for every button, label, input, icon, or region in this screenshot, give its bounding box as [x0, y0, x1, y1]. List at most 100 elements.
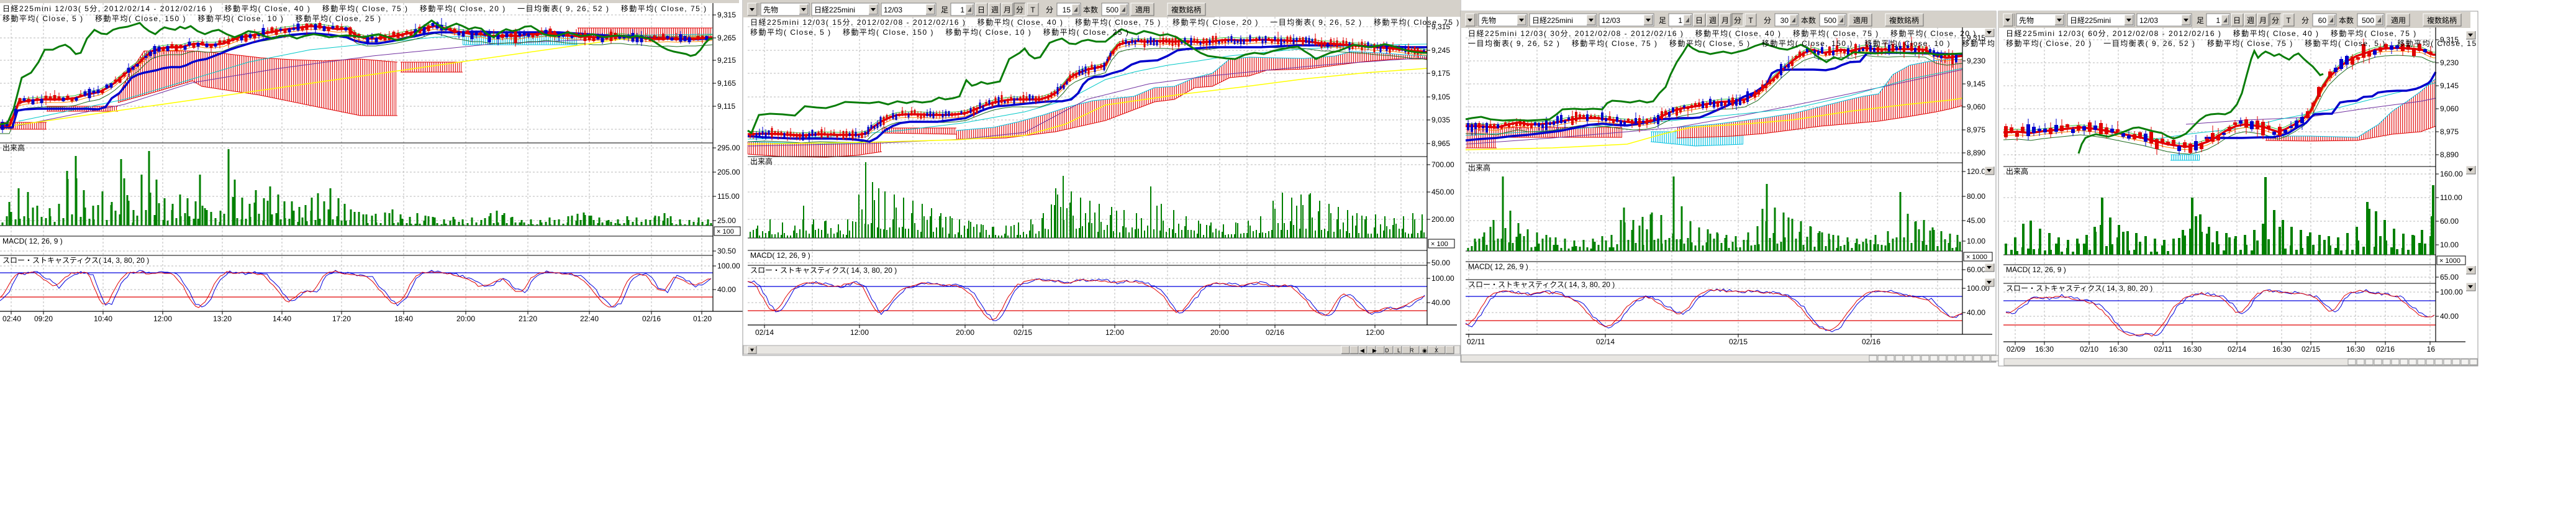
svg-text:スロー・ストキャスティクス( 14, 3, 80, 20 ): スロー・ストキャスティクス( 14, 3, 80, 20 )	[750, 266, 897, 275]
svg-text:足: 足	[2197, 16, 2204, 25]
svg-text:13:20: 13:20	[213, 314, 232, 323]
svg-text:20:00: 20:00	[456, 314, 475, 323]
svg-text:9,060: 9,060	[1967, 103, 1985, 111]
svg-text:× 1000: × 1000	[2439, 257, 2460, 265]
svg-text:12:00: 12:00	[1366, 328, 1384, 337]
svg-text:295.00: 295.00	[717, 144, 740, 152]
svg-text:12/03: 12/03	[1602, 16, 1620, 25]
svg-text:9,230: 9,230	[1967, 57, 1985, 65]
svg-text:日: 日	[977, 6, 985, 14]
svg-text:9,315: 9,315	[2440, 35, 2459, 44]
svg-text:45.00: 45.00	[1967, 216, 1985, 225]
svg-text:100.00: 100.00	[2440, 288, 2463, 296]
svg-text:9,145: 9,145	[1967, 80, 1985, 88]
svg-text:本数: 本数	[1801, 16, 1816, 25]
svg-text:T: T	[1748, 16, 1753, 25]
svg-text:分: 分	[2272, 16, 2279, 25]
svg-text:160.00: 160.00	[2440, 170, 2463, 178]
svg-text:出来高: 出来高	[1468, 163, 1490, 172]
svg-text:205.00: 205.00	[717, 168, 740, 176]
svg-text:12:00: 12:00	[850, 328, 869, 337]
svg-text:01:20: 01:20	[693, 314, 712, 323]
svg-text:02/15: 02/15	[2302, 345, 2320, 354]
svg-text:10:40: 10:40	[94, 314, 112, 323]
svg-text:MACD( 12, 26, 9 ): MACD( 12, 26, 9 )	[2006, 265, 2066, 274]
svg-text:12/03: 12/03	[2139, 16, 2158, 25]
svg-text:09:20: 09:20	[34, 314, 53, 323]
svg-text:◀: ◀	[1360, 347, 1364, 354]
svg-text:X: X	[1435, 347, 1438, 354]
svg-text:スロー・ストキャスティクス( 14, 3, 80, 20 ): スロー・ストキャスティクス( 14, 3, 80, 20 )	[1468, 280, 1615, 289]
svg-text:02/14: 02/14	[2228, 345, 2246, 354]
svg-text:02/11: 02/11	[2154, 345, 2172, 354]
svg-text:120.00: 120.00	[1967, 167, 1990, 176]
svg-text:21:20: 21:20	[519, 314, 537, 323]
svg-text:60.00: 60.00	[2440, 217, 2459, 226]
svg-text:MACD( 12, 26, 9 ): MACD( 12, 26, 9 )	[750, 251, 810, 260]
svg-text:日経225mini 12/03( 30分, 2012/02/: 日経225mini 12/03( 30分, 2012/02/08 - 2012/…	[1468, 29, 1977, 38]
svg-text:500: 500	[1824, 16, 1836, 25]
svg-text:D: D	[1385, 347, 1389, 354]
svg-text:15: 15	[1063, 6, 1071, 14]
svg-text:02/10: 02/10	[2080, 345, 2098, 354]
svg-text:02/14: 02/14	[755, 328, 774, 337]
svg-text:100.00: 100.00	[1431, 274, 1454, 283]
svg-text:× 1000: × 1000	[1966, 254, 1987, 261]
svg-text:MACD( 12, 26, 9 ): MACD( 12, 26, 9 )	[1468, 262, 1528, 271]
svg-text:日経225mini 12/03( 15分, 2012/02/: 日経225mini 12/03( 15分, 2012/02/08 - 2012/…	[750, 18, 1460, 27]
svg-text:複数銘柄: 複数銘柄	[2427, 16, 2457, 25]
svg-text:02/16: 02/16	[1266, 328, 1284, 337]
svg-text:10.00: 10.00	[1967, 237, 1985, 245]
svg-text:日経225mini 12/03( 5分, 2012/02/1: 日経225mini 12/03( 5分, 2012/02/14 - 2012/0…	[2, 4, 707, 13]
svg-text:9,245: 9,245	[1431, 46, 1450, 55]
svg-text:L: L	[1397, 347, 1400, 354]
svg-text:T: T	[2286, 16, 2291, 25]
svg-text:40.00: 40.00	[1431, 298, 1450, 307]
svg-text:分: 分	[2302, 16, 2309, 25]
svg-text:月: 月	[2259, 16, 2267, 25]
svg-text:複数銘柄: 複数銘柄	[1171, 5, 1201, 14]
svg-text:500: 500	[1106, 6, 1118, 14]
svg-text:02/16: 02/16	[2376, 345, 2395, 354]
svg-text:9,175: 9,175	[1431, 69, 1450, 78]
svg-text:日: 日	[1695, 16, 1703, 25]
svg-text:スロー・ストキャスティクス( 14, 3, 80, 20 ): スロー・ストキャスティクス( 14, 3, 80, 20 )	[2006, 284, 2152, 293]
svg-text:02/16: 02/16	[642, 314, 661, 323]
svg-text:10.00: 10.00	[2440, 240, 2459, 249]
svg-text:9,230: 9,230	[2440, 58, 2459, 67]
svg-text:8,975: 8,975	[1967, 126, 1985, 134]
svg-text:適用: 適用	[2391, 16, 2406, 25]
svg-text:MACD( 12, 26, 9 ): MACD( 12, 26, 9 )	[2, 237, 63, 245]
svg-text:02/15: 02/15	[1729, 337, 1748, 346]
svg-text:12:00: 12:00	[153, 314, 172, 323]
svg-text:▶: ▶	[1372, 347, 1377, 354]
svg-text:110.00: 110.00	[2440, 193, 2462, 202]
svg-text:足: 足	[1659, 16, 1666, 25]
svg-text:30: 30	[1780, 16, 1789, 25]
svg-text:適用: 適用	[1135, 5, 1150, 14]
svg-text:1: 1	[2216, 16, 2220, 25]
svg-text:日経225mini 12/03( 60分, 2012/02/: 日経225mini 12/03( 60分, 2012/02/08 - 2012/…	[2006, 29, 2417, 38]
svg-text:40.00: 40.00	[2440, 312, 2459, 321]
svg-text:移動平均( Close, 5 ) 移動平均( Close,: 移動平均( Close, 5 ) 移動平均( Close, 150 ) 移動平均…	[750, 28, 1129, 37]
svg-text:本数: 本数	[1083, 5, 1098, 14]
svg-text:× 100: × 100	[717, 228, 734, 236]
svg-text:9,035: 9,035	[1431, 116, 1450, 124]
svg-text:T: T	[1030, 6, 1035, 14]
svg-text:分: 分	[1764, 16, 1771, 25]
svg-text:本数: 本数	[2339, 16, 2354, 25]
svg-text:16: 16	[2427, 345, 2436, 354]
svg-text:02/09: 02/09	[2007, 345, 2025, 354]
svg-text:9,165: 9,165	[717, 79, 736, 88]
svg-text:16:30: 16:30	[2109, 345, 2128, 354]
svg-text:700.00: 700.00	[1431, 160, 1454, 169]
svg-text:18:40: 18:40	[394, 314, 413, 323]
svg-text:80.00: 80.00	[1967, 192, 1985, 201]
svg-text:8,890: 8,890	[2440, 150, 2459, 159]
svg-text:25.00: 25.00	[717, 216, 736, 225]
svg-text:分: 分	[1046, 6, 1053, 14]
svg-text:500: 500	[2362, 16, 2374, 25]
svg-text:先物: 先物	[1481, 16, 1496, 25]
svg-text:スロー・ストキャスティクス( 14, 3, 80, 20 ): スロー・ストキャスティクス( 14, 3, 80, 20 )	[2, 256, 149, 265]
svg-text:月: 月	[1721, 16, 1729, 25]
